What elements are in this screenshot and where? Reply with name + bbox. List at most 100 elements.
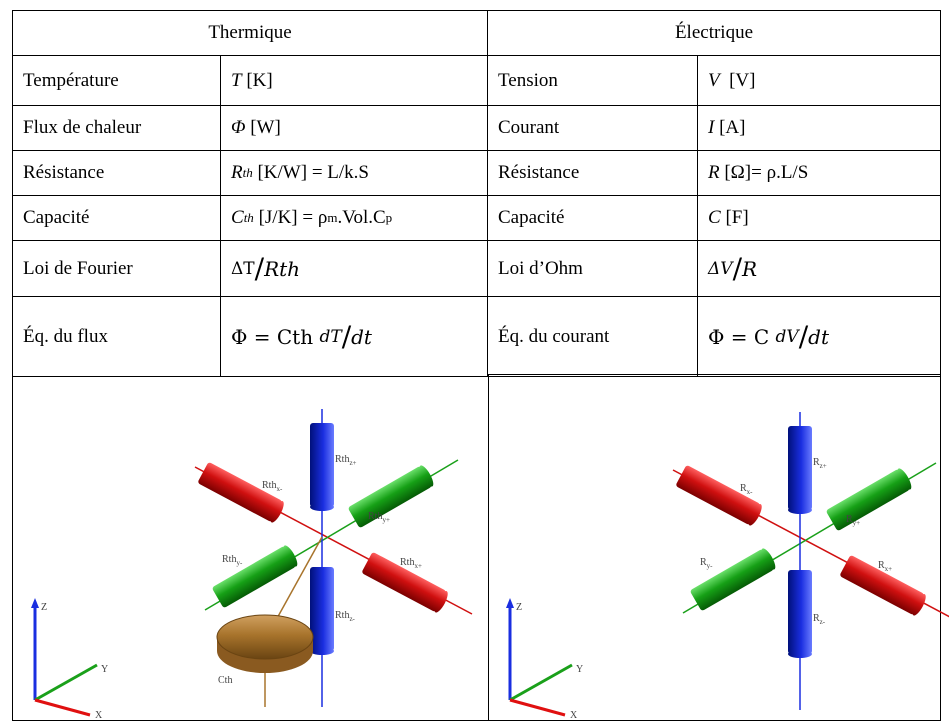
component-label: Rthz+ (335, 454, 357, 467)
label-sub: z+ (820, 462, 827, 470)
component-label: Y (576, 664, 583, 675)
component-label: Ry- (700, 557, 713, 570)
label-base: Z (41, 602, 47, 613)
label-base: R (740, 483, 747, 494)
resistor-body (362, 552, 446, 612)
text-part: Thermique (208, 22, 292, 43)
text-part: [J/K] = ρ (253, 207, 328, 228)
text-part: Électrique (674, 22, 754, 43)
resistor-cap (761, 548, 776, 570)
resistor-body (310, 567, 334, 651)
text-part: I (708, 117, 715, 138)
text-part: / (798, 320, 809, 353)
resistor-cap (897, 468, 912, 490)
component-label: Rthx+ (400, 557, 422, 570)
label-base: Y (101, 664, 108, 675)
label-sub: x- (747, 488, 754, 496)
label-base: R (813, 613, 820, 624)
label-base: Cth (218, 675, 232, 686)
resistor-body (348, 466, 432, 528)
diagram: Rz+Rx-Ry+Ry- Rx+Rz-ZYX (506, 412, 949, 721)
component-label: Rx- (740, 483, 753, 496)
resistor-body (840, 555, 924, 615)
resistor (212, 545, 298, 608)
text-part: Flux de chaleur (23, 117, 142, 138)
component-label: X (95, 710, 103, 721)
resistor (826, 468, 912, 531)
label-sub: y+ (382, 516, 390, 524)
resistor-cap (270, 500, 284, 523)
resistor-body (676, 465, 760, 525)
resistor (362, 552, 448, 613)
label-base: R (813, 457, 820, 468)
text-part: R (231, 162, 243, 183)
label-sub: y- (707, 562, 714, 570)
text-part: C (708, 207, 721, 228)
component-label: Rthy- (222, 554, 243, 567)
text-part: / (732, 252, 742, 285)
capacitor-top (216, 614, 314, 660)
component-label: Rthx- (262, 480, 283, 493)
text-part: Courant (498, 117, 560, 138)
label-sub: z+ (349, 459, 356, 467)
component-label: Rz- (813, 613, 826, 626)
resistor-body (212, 546, 296, 608)
resistor-cap (788, 650, 812, 658)
label-base: Y (576, 664, 583, 675)
text-part: [W] (245, 117, 281, 138)
resistor (840, 555, 926, 616)
label-base: Z (516, 602, 522, 613)
label-sub: x- (276, 485, 283, 493)
table-cell: Flux de chaleur (12, 105, 221, 151)
label-base: X (570, 710, 578, 721)
triad-x (509, 698, 566, 717)
text-part: Rth (264, 256, 301, 281)
text-part: [F] (720, 207, 749, 228)
text-part: th (242, 165, 253, 180)
text-part: [A] (714, 117, 746, 138)
text-part: / (254, 252, 265, 285)
label-base: Rth (262, 480, 276, 491)
text-part: Capacité (23, 207, 90, 228)
resistor-body (198, 462, 282, 522)
label-base: R (878, 560, 885, 571)
component-label: Ry+ (846, 514, 860, 527)
text-part: T (231, 69, 242, 91)
triad-x (34, 698, 91, 717)
text-part: Résistance (23, 162, 105, 183)
label-sub: y+ (853, 519, 861, 527)
component-label: Rx+ (878, 560, 892, 573)
resistor-body (788, 570, 812, 654)
text-part: p (385, 210, 393, 225)
text-part: R (708, 162, 720, 183)
resistor-body (690, 549, 774, 611)
resistor-body (788, 426, 812, 510)
resistor-cap (310, 647, 334, 655)
resistor (788, 426, 812, 514)
resistor (676, 465, 762, 526)
resistor (310, 423, 334, 511)
component-label: Cth (218, 675, 232, 686)
text-part: Φ = C (708, 324, 776, 349)
text-part: dt (351, 324, 372, 349)
table-cell: Φ = C dV / dt (697, 296, 941, 377)
label-sub: y- (236, 559, 243, 567)
label-base: Rth (400, 557, 414, 568)
label-base: R (846, 514, 853, 525)
text-part: dV (775, 326, 799, 347)
resistor-cap (912, 593, 926, 616)
component-label: Rthz- (335, 610, 356, 623)
text-part: Résistance (498, 162, 580, 183)
text-part: C (231, 207, 244, 228)
resistor-cap (283, 545, 298, 567)
component-label: Y (101, 664, 108, 675)
component-label: Rz+ (813, 457, 827, 470)
text-part: [K] (241, 69, 273, 91)
table-cell: R [Ω]= ρ.L/S (697, 150, 941, 196)
resistor-cap (434, 590, 448, 613)
text-part: Φ = Cth (231, 324, 320, 349)
component-label: Z (516, 602, 522, 613)
text-part: dt (808, 324, 829, 349)
